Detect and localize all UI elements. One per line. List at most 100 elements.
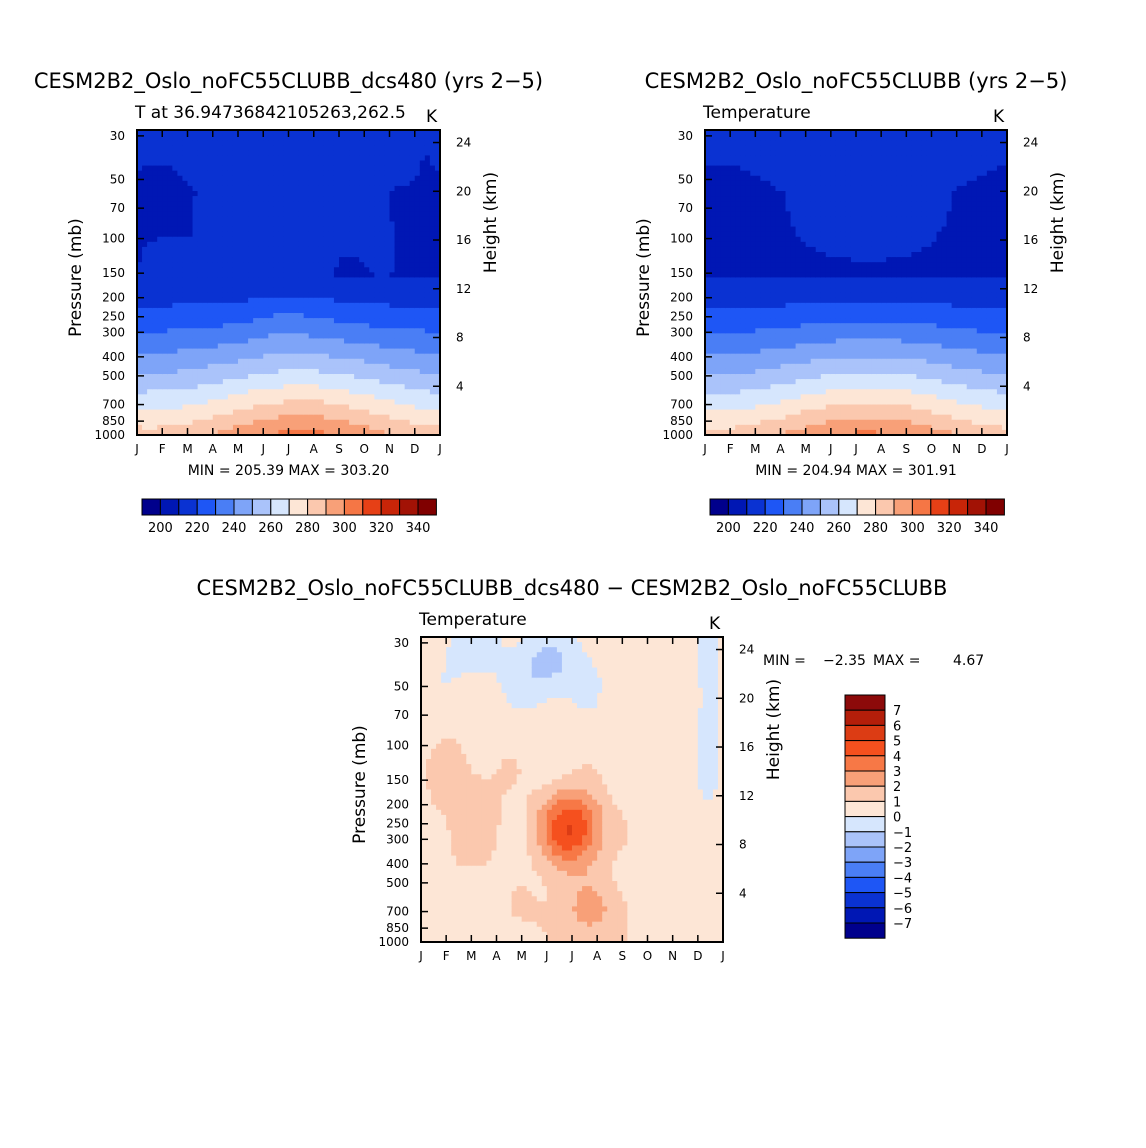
contour-cell — [715, 419, 721, 426]
y-tick-label: 70 — [110, 201, 125, 215]
contour-cell — [740, 175, 746, 182]
contour-cell — [755, 404, 761, 411]
contour-cell — [303, 399, 310, 406]
contour-cell — [308, 236, 315, 243]
contour-cell — [409, 292, 416, 299]
contour-cell — [715, 130, 721, 136]
contour-cell — [354, 302, 360, 309]
contour-cell — [197, 404, 204, 411]
contour-cell — [720, 424, 726, 431]
contour-cell — [770, 170, 777, 177]
contour-cell — [354, 429, 360, 436]
contour-cell — [243, 160, 249, 167]
contour-cell — [354, 277, 360, 284]
contour-cell — [710, 277, 716, 284]
contour-cell — [182, 180, 189, 187]
contour-cell — [374, 358, 380, 365]
contour-cell — [424, 379, 431, 385]
contour-cell — [157, 262, 163, 268]
contour-cell — [192, 348, 199, 355]
contour-cell — [197, 429, 204, 436]
contour-cell — [238, 236, 244, 243]
contour-cell — [328, 277, 335, 284]
contour-cell — [760, 191, 766, 197]
contour-cell — [790, 236, 797, 243]
contour-cell — [720, 353, 726, 360]
contour-cell — [394, 241, 401, 248]
contour-cell — [755, 211, 761, 218]
contour-cell — [404, 297, 411, 304]
contour-cell — [429, 374, 436, 380]
contour-cell — [303, 241, 310, 248]
contour-cell — [755, 191, 761, 197]
contour-cell — [399, 145, 406, 151]
contour-cell — [273, 414, 279, 421]
contour-cell — [785, 429, 792, 436]
contour-cell — [399, 201, 406, 207]
contour-cell — [805, 348, 812, 355]
contour-cell — [384, 348, 391, 355]
contour-cell — [303, 196, 310, 202]
contour-cell — [142, 272, 148, 279]
contour-cell — [303, 180, 310, 187]
contour-cell — [288, 318, 295, 324]
contour-cell — [298, 409, 305, 416]
x-tick-label: J — [437, 442, 442, 456]
contour-cell — [715, 282, 721, 289]
contour-cell — [369, 318, 375, 324]
contour-cell — [409, 206, 416, 212]
contour-cell — [238, 170, 244, 177]
contour-cell — [434, 363, 441, 370]
contour-cell — [374, 389, 380, 395]
contour-cell — [339, 252, 345, 258]
contour-cell — [182, 277, 189, 284]
contour-cell — [805, 419, 812, 426]
contour-cell — [273, 277, 279, 284]
contour-cell — [207, 272, 214, 279]
contour-cell — [187, 292, 194, 299]
contour-cell — [790, 338, 797, 345]
contour-cell — [760, 211, 766, 218]
contour-cell — [167, 165, 173, 172]
contour-cell — [785, 297, 792, 304]
x-tick-label: J — [286, 442, 291, 456]
contour-cell — [268, 374, 274, 380]
contour-cell — [202, 201, 209, 207]
contour-cell — [167, 338, 173, 345]
contour-cell — [790, 211, 797, 218]
contour-cell — [339, 226, 345, 233]
contour-cell — [760, 363, 766, 370]
contour-cell — [429, 424, 436, 431]
contour-cell — [364, 302, 370, 309]
contour-cell — [725, 384, 731, 390]
contour-cell — [137, 302, 143, 309]
contour-cell — [384, 358, 391, 365]
contour-cell — [207, 414, 214, 421]
contour-cell — [409, 226, 416, 233]
contour-cell — [253, 419, 259, 426]
contour-cell — [283, 170, 290, 177]
contour-cell — [404, 170, 411, 177]
contour-cell — [795, 368, 802, 375]
contour-cell — [192, 201, 199, 207]
contour-cell — [142, 262, 148, 268]
contour-cell — [157, 333, 163, 340]
contour-cell — [313, 343, 320, 350]
contour-cell — [278, 165, 285, 172]
contour-cell — [344, 302, 350, 309]
contour-cell — [217, 196, 224, 202]
contour-cell — [192, 394, 199, 401]
contour-cell — [344, 379, 350, 385]
contour-cell — [344, 353, 350, 360]
contour-cell — [313, 409, 320, 416]
contour-cell — [147, 282, 153, 289]
contour-cell — [384, 429, 391, 436]
contour-cell — [298, 241, 305, 248]
contour-cell — [318, 216, 325, 223]
contour-cell — [263, 252, 269, 258]
contour-cell — [409, 429, 416, 436]
contour-cell — [735, 287, 741, 294]
contour-cell — [785, 287, 792, 294]
contour-cell — [354, 257, 360, 263]
contour-cell — [187, 130, 194, 136]
